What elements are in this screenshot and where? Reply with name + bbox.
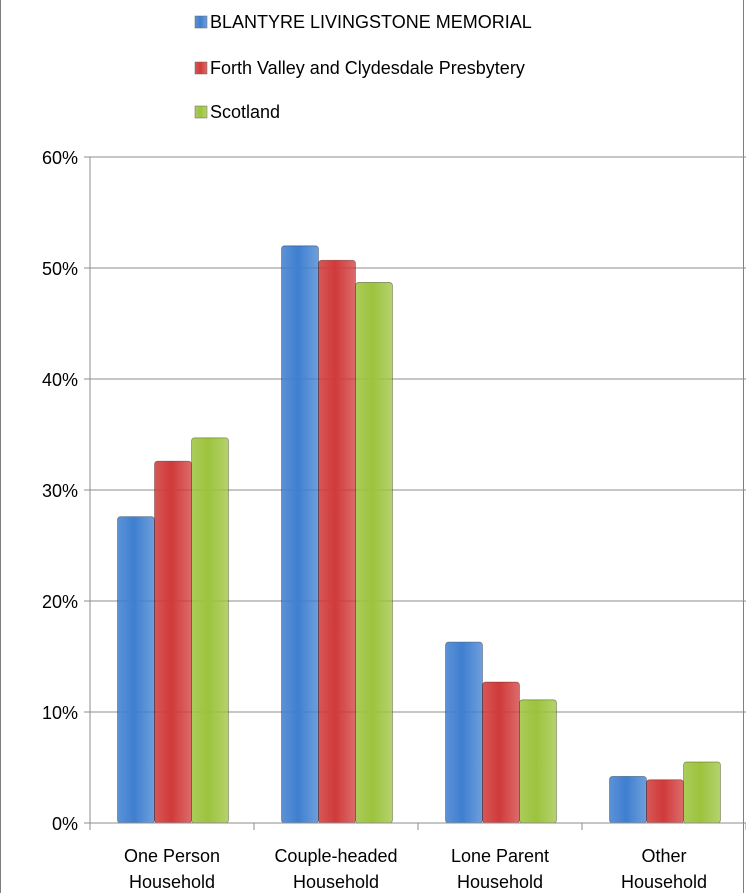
bar-2-3	[482, 681, 520, 824]
legend-label-2: Forth Valley and Clydesdale Presbytery	[210, 58, 525, 78]
bar-1-3	[445, 641, 483, 824]
bar-3-2	[355, 282, 393, 824]
y-tick-label: 50%	[42, 259, 78, 279]
bar-2-1	[154, 460, 192, 824]
legend-label-3: Scotland	[210, 102, 280, 122]
legend: BLANTYRE LIVINGSTONE MEMORIAL Forth Valle…	[194, 12, 532, 122]
x-tick-label: One Person Household	[124, 846, 220, 892]
x-tick-label: Couple-headed Household	[274, 846, 397, 892]
y-axis: 0% 10% 20% 30% 40% 50% 60%	[42, 148, 91, 834]
legend-label-1: BLANTYRE LIVINGSTONE MEMORIAL	[210, 12, 532, 32]
y-tick-label: 40%	[42, 370, 78, 390]
y-tick-label: 10%	[42, 703, 78, 723]
bar-1-2	[281, 245, 319, 824]
bar-3-3	[519, 699, 557, 824]
legend-swatch-3	[194, 105, 208, 119]
y-tick-label: 0%	[52, 814, 78, 834]
x-tick-label: Lone Parent Household	[451, 846, 549, 892]
bar-2-4	[646, 779, 684, 824]
bar-3-1	[191, 437, 229, 824]
bar-3-4	[683, 761, 721, 824]
legend-swatch-2	[194, 61, 208, 75]
y-tick-label: 20%	[42, 592, 78, 612]
bar-1-4	[609, 775, 647, 824]
legend-swatch-1	[194, 15, 208, 29]
bar-2-2	[318, 259, 356, 824]
x-axis: One Person Household Couple-headed Househol…	[89, 822, 746, 892]
bar-1-1	[117, 516, 155, 824]
x-tick-label: Other Household	[621, 846, 707, 892]
y-tick-label: 60%	[42, 148, 78, 168]
bars	[117, 245, 721, 824]
y-tick-label: 30%	[42, 481, 78, 501]
